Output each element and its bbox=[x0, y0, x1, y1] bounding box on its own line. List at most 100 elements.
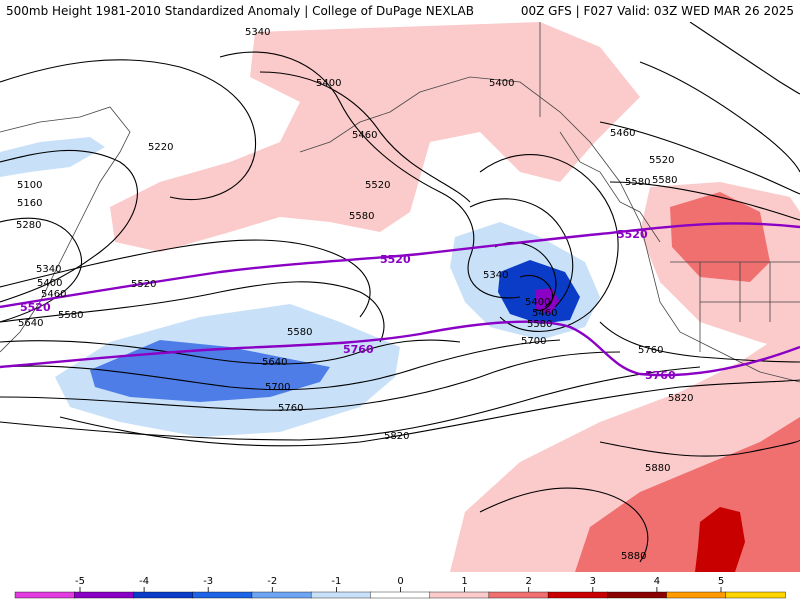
contour-label: 5520 bbox=[365, 180, 390, 191]
contour-labels: 5340 5400 5400 5460 5460 5520 5220 5100 … bbox=[16, 27, 693, 562]
alaska-coast bbox=[299, 76, 800, 383]
contour-line bbox=[0, 339, 461, 365]
negative-anomaly-shading bbox=[0, 137, 600, 437]
bc-coast bbox=[559, 131, 661, 243]
contour-label: 5880 bbox=[621, 551, 646, 562]
contour-label: 5280 bbox=[16, 220, 41, 231]
legend-tick-label: -2 bbox=[267, 576, 277, 587]
contour-label: 5700 bbox=[521, 336, 546, 347]
contour-label: 5520 bbox=[649, 155, 674, 166]
contour-label: 5580 bbox=[527, 319, 552, 330]
contour-line bbox=[599, 121, 800, 195]
contour-label: 5520 bbox=[131, 279, 156, 290]
contour-label: 5580 bbox=[625, 177, 650, 188]
legend-tick-label: -5 bbox=[75, 576, 85, 587]
neg-anomaly-asia bbox=[0, 137, 105, 177]
contour-label: 5460 bbox=[41, 289, 66, 300]
contour-label: 5580 bbox=[652, 175, 677, 186]
contour-line bbox=[519, 274, 554, 311]
contour-label: 5400 bbox=[37, 278, 62, 289]
legend-tick-label: -4 bbox=[139, 576, 149, 587]
contour-label: 5640 bbox=[18, 318, 43, 329]
contour-line bbox=[0, 59, 257, 201]
legend-swatch bbox=[133, 591, 194, 599]
contour-5760-highlight bbox=[0, 320, 800, 377]
contour-label: 5640 bbox=[262, 357, 287, 368]
contour-label: 5760 bbox=[278, 403, 303, 414]
legend-tick-label: -3 bbox=[203, 576, 213, 587]
legend-swatch bbox=[666, 591, 727, 599]
contour-label: 5460 bbox=[610, 128, 635, 139]
map-title: 500mb Height 1981-2010 Standardized Anom… bbox=[6, 4, 474, 18]
legend-swatch bbox=[310, 591, 372, 599]
legend-swatch bbox=[14, 591, 75, 599]
run-info: 00Z GFS | F027 Valid: 03Z WED MAR 26 202… bbox=[520, 4, 794, 18]
legend-swatch bbox=[725, 591, 786, 599]
pos-anomaly-pacific-south-core bbox=[575, 417, 800, 572]
legend-swatch bbox=[547, 591, 609, 599]
contour-line bbox=[0, 217, 83, 323]
highlight-contours bbox=[0, 222, 800, 377]
contour-line bbox=[689, 22, 800, 95]
legend-ticks: -5 -4 -3 -2 -1 0 1 2 3 4 5 bbox=[75, 576, 724, 592]
pos-anomaly-pacific-south-max bbox=[695, 507, 745, 572]
legend-canvas: -5 -4 -3 -2 -1 0 1 2 3 4 5 bbox=[14, 576, 786, 599]
contour-5520-highlight bbox=[0, 222, 800, 309]
legend-swatch bbox=[192, 591, 253, 599]
contour-line bbox=[0, 281, 385, 343]
contour-label: 5760 bbox=[638, 345, 663, 356]
highlight-label: 5520 bbox=[20, 301, 51, 314]
legend-swatch bbox=[74, 591, 135, 599]
neg-anomaly-west-pacific-core bbox=[90, 340, 330, 402]
contour-label: 5820 bbox=[668, 393, 693, 404]
pos-anomaly-west-us-core bbox=[670, 192, 770, 282]
color-legend: -5 -4 -3 -2 -1 0 1 2 3 4 5 bbox=[0, 572, 800, 600]
legend-swatch bbox=[370, 591, 431, 599]
contour-line bbox=[609, 181, 800, 221]
legend-tick-label: 0 bbox=[397, 576, 403, 587]
contour-line bbox=[599, 321, 800, 363]
contour-line bbox=[599, 439, 800, 457]
legend-tick-label: 3 bbox=[590, 576, 596, 587]
contour-line bbox=[0, 351, 621, 411]
contour-label: 5220 bbox=[148, 142, 173, 153]
highlight-labels: 5520 5520 5520 5760 5760 bbox=[20, 228, 676, 382]
legend-swatch bbox=[488, 591, 549, 599]
contour-label: 5580 bbox=[349, 211, 374, 222]
contour-label: 5460 bbox=[532, 308, 557, 319]
legend-tick-label: 5 bbox=[718, 576, 724, 587]
contour-line bbox=[0, 149, 138, 303]
land-borders bbox=[0, 22, 800, 383]
contour-line bbox=[0, 339, 561, 391]
contour-label: 5820 bbox=[384, 431, 409, 442]
legend-bar bbox=[14, 591, 786, 599]
contour-line bbox=[0, 366, 701, 441]
highlight-label: 5760 bbox=[645, 369, 676, 382]
contour-label: 5460 bbox=[352, 130, 377, 141]
contour-line bbox=[0, 239, 371, 318]
contour-line bbox=[259, 71, 471, 203]
contour-line bbox=[479, 154, 619, 332]
anomaly-map: 5340 5400 5400 5460 5460 5520 5220 5100 … bbox=[0, 22, 800, 572]
map-canvas: 5340 5400 5400 5460 5460 5520 5220 5100 … bbox=[0, 22, 800, 572]
contour-line bbox=[479, 487, 649, 563]
legend-swatch bbox=[429, 591, 490, 599]
contour-label: 5700 bbox=[265, 382, 290, 393]
contour-label: 5340 bbox=[483, 270, 508, 281]
contour-line bbox=[469, 198, 574, 308]
positive-anomaly-shading bbox=[110, 22, 800, 572]
asia-coast bbox=[0, 106, 131, 353]
contour-label: 5340 bbox=[245, 27, 270, 38]
pos-anomaly-bering bbox=[110, 22, 640, 252]
legend-tick-label: 2 bbox=[526, 576, 532, 587]
contour-line bbox=[219, 51, 521, 299]
contour-label: 5580 bbox=[58, 310, 83, 321]
us-state-lines bbox=[670, 261, 800, 352]
legend-tick-label: 1 bbox=[461, 576, 467, 587]
contour-label: 5400 bbox=[489, 78, 514, 89]
legend-swatch bbox=[251, 591, 312, 599]
highlight-label: 5520 bbox=[380, 253, 411, 266]
contour-label: 5100 bbox=[17, 180, 42, 191]
highlight-label: 5520 bbox=[617, 228, 648, 241]
contour-label: 5400 bbox=[525, 297, 550, 308]
